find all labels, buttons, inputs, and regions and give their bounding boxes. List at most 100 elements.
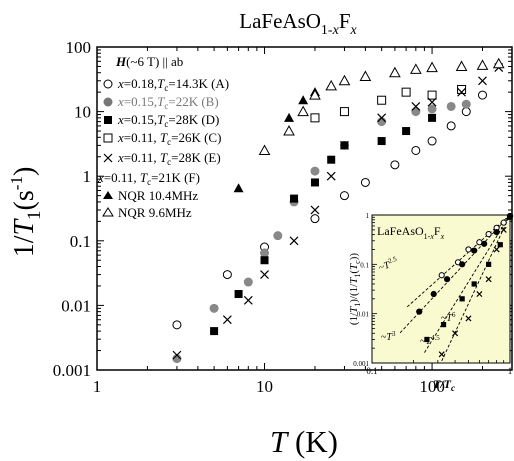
data-point-series-6 [283,125,295,136]
data-point-series-0 [360,177,370,187]
inset-data-point-series-3 [452,330,459,337]
inset-data-point-series-1 [471,247,478,254]
inset-data-point-series-2 [471,281,477,287]
legend-label-nqr104: NQR 10.4MHz [118,188,198,203]
legend-header: H(~6 T) || ab [115,54,183,69]
data-point-series-2 [377,137,386,146]
inset-data-point-series-3 [438,351,445,358]
data-point-series-6 [426,61,438,73]
inset-y-axis-title: (1/T1)/(1/T1(Tc)) [348,253,362,325]
inset-data-point-series-0 [438,272,445,279]
data-point-series-1 [411,107,421,117]
data-point-series-5 [233,183,244,193]
data-point-series-3 [377,95,387,105]
inset-data-point-series-2 [459,296,465,302]
data-point-series-3 [310,113,320,123]
x-tick-label: 1 [93,377,102,396]
data-point-series-1 [461,99,471,109]
inset-y-tick-label: 0.01 [357,311,370,319]
data-point-series-4 [310,205,320,215]
data-point-series-0 [390,160,400,170]
inset-data-point-series-1 [481,240,488,247]
data-point-series-2 [290,194,299,203]
data-point-series-6 [359,70,372,81]
data-point-series-4 [222,315,232,325]
inset-x-tick-label: 1 [508,366,513,376]
data-point-series-2 [327,155,336,164]
inset-data-point-series-1 [443,276,451,283]
data-point-series-0 [446,121,456,131]
data-point-series-1 [209,303,219,313]
inset-data-point-series-3 [500,226,507,233]
legend-label-c: x=0.11, Tc=26K (C) [117,130,221,147]
data-point-series-4 [172,350,182,360]
y-tick-label: 0.01 [61,296,91,315]
data-point-series-1 [260,248,270,258]
y-tick-label: 10 [74,103,91,122]
data-point-series-0 [461,107,471,117]
inset-data-point-series-0 [465,246,472,253]
inset-data-point-series-2 [486,261,492,267]
main-data-points [172,57,505,364]
legend-marker-d [104,116,112,124]
legend-label-e: x=0.11, Tc=28K (E) [117,150,221,167]
data-point-series-4 [340,140,349,150]
data-point-series-0 [427,136,437,146]
inset-fit-line [406,214,511,308]
data-point-series-4 [457,87,466,97]
data-point-series-6 [476,59,489,70]
inset-data-point-series-2 [424,336,430,343]
y-tick-label: 0.1 [70,232,91,251]
legend-marker-e [103,153,113,163]
inset-data-point-series-1 [430,290,437,298]
data-point-series-2 [428,113,437,122]
legend-label-b: x=0.15,Tc=22K (B) [117,94,219,111]
data-point-series-5 [298,95,309,105]
data-point-series-2 [210,327,219,336]
data-point-series-2 [402,127,411,136]
data-point-series-0 [172,320,182,330]
data-point-series-6 [258,144,271,155]
data-point-series-4 [377,113,387,123]
data-point-series-6 [297,105,309,117]
chart-title: LaFeAsO1-xFx [239,9,357,38]
data-point-series-3 [457,84,467,94]
x-tick-label: 10 [256,377,273,396]
data-point-series-4 [260,270,269,280]
inset-data-point-series-3 [485,276,492,283]
x-tick-label: 100 [419,377,445,396]
data-point-series-0 [310,214,320,224]
inset-data-point-series-2 [507,214,513,220]
plot-area [96,46,513,371]
data-point-series-4 [411,102,421,111]
data-point-series-1 [172,354,182,364]
legend-marker-c [103,133,113,143]
main-axis-ticks: 1 10 100 0.001 0.01 0.1 1 10 100 [53,38,513,396]
inset-data-point-series-0 [500,219,507,226]
data-point-series-4 [289,236,299,246]
y-tick-label: 1 [83,167,92,186]
inset-data-point-series-2 [440,322,447,328]
data-point-series-1 [310,166,320,176]
inset-data-point-series-1 [493,229,500,236]
data-point-series-6 [325,79,338,91]
data-point-series-6 [409,63,422,74]
data-point-series-4 [427,97,437,107]
data-point-series-2 [260,256,269,265]
data-point-series-0 [222,270,232,280]
data-point-series-0 [339,191,349,201]
inset-y-tick-label: 1 [366,212,370,220]
data-point-series-0 [477,90,487,100]
legend-label-nqr96: NQR 9.6MHz [118,205,192,220]
legend: H(~6 T) || ab x=0.18,Tc=14.3K (A) x=0.15… [97,54,229,220]
inset-x-tick-label: 0.1 [366,366,377,376]
inset-x-axis-title: T/Tc [433,377,455,393]
data-point-series-1 [243,277,253,287]
inset-data-point-series-1 [459,261,466,268]
inset-data-points [416,212,514,358]
inset-data-point-series-3 [493,246,500,253]
data-point-series-6 [455,60,468,71]
legend-marker-nqr96 [102,207,114,217]
